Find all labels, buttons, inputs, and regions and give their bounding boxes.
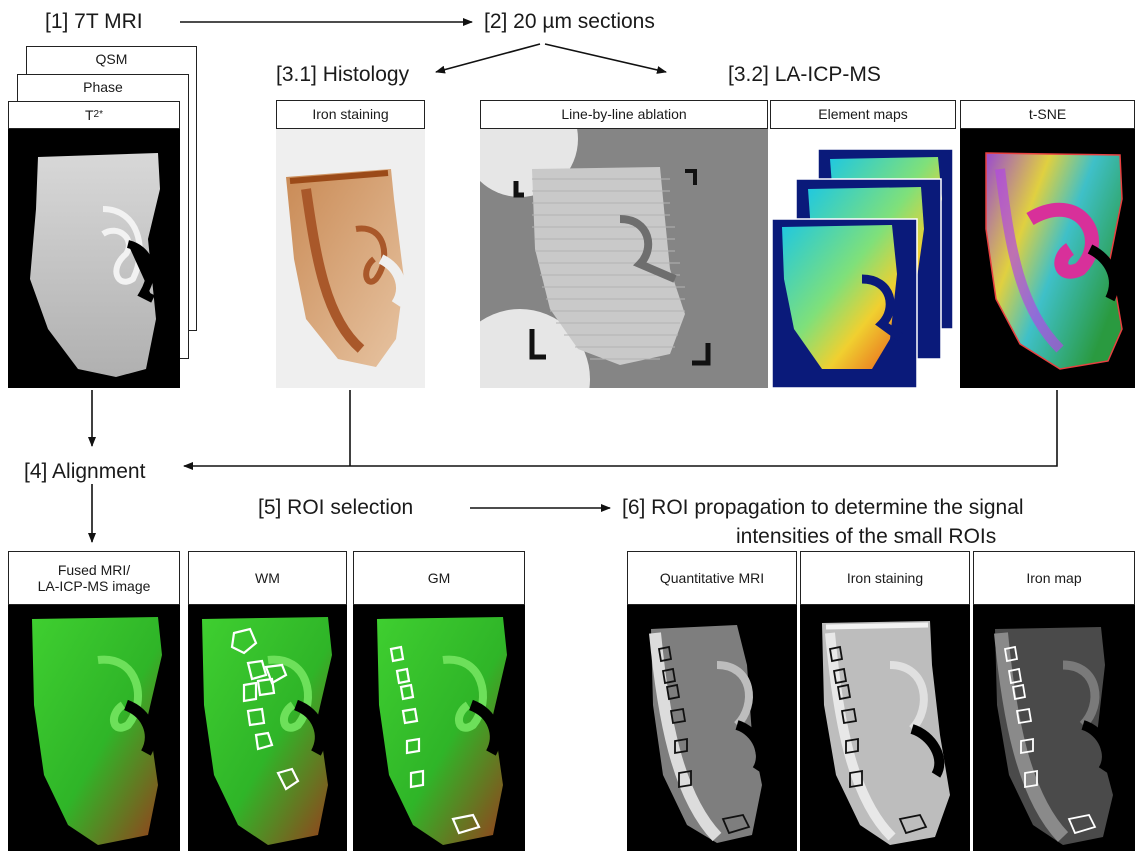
iron-staining-label: Iron staining: [276, 100, 425, 129]
quant-mri-roi-outlines: [657, 645, 751, 835]
step-5-roi-selection: [5] ROI selection: [258, 496, 414, 519]
fused-image: [8, 605, 180, 851]
quant-mri-label: Quantitative MRI: [627, 551, 797, 605]
fused-label: Fused MRI/LA-ICP-MS image: [8, 551, 180, 605]
gm-label: GM: [353, 551, 525, 605]
wm-image: [188, 605, 347, 851]
iron-staining-2-roi-outlines: [828, 645, 928, 835]
quant-mri-image: [627, 605, 797, 851]
iron-map-label: Iron map: [973, 551, 1135, 605]
fused-label-line1: Fused MRI/: [57, 561, 131, 578]
t2star-subscript: 2: [93, 109, 100, 121]
gm-roi-outlines: [389, 645, 481, 835]
step-1-7t-mri: [1] 7T MRI: [45, 10, 143, 33]
t2star-image: [8, 129, 180, 388]
step-6-roi-propagation-line2: intensities of the small ROIs: [736, 525, 997, 548]
iron-staining-2-image: [800, 605, 970, 851]
qsm-label: QSM: [95, 51, 128, 67]
arrow-sections-to-laicpms: [544, 43, 667, 74]
step-4-alignment: [4] Alignment: [24, 460, 146, 483]
step-2-sections: [2] 20 µm sections: [484, 10, 655, 33]
element-maps-label: Element maps: [770, 100, 956, 129]
line-ablation-image: [480, 129, 768, 388]
t2star-superscript: *: [99, 109, 104, 121]
t2star-label: T 2 *: [8, 101, 180, 129]
iron-staining-image: [276, 129, 425, 388]
iron-staining-2-label: Iron staining: [800, 551, 970, 605]
phase-label: Phase: [83, 79, 123, 95]
iron-map-image: [973, 605, 1135, 851]
step-3-1-histology: [3.1] Histology: [276, 63, 410, 86]
step-6-roi-propagation-line1: [6] ROI propagation to determine the sig…: [622, 496, 1024, 519]
element-maps-image: [770, 129, 956, 388]
fused-label-line2: LA-ICP-MS image: [37, 578, 151, 594]
wm-label: WM: [188, 551, 347, 605]
wm-roi-outlines: [230, 627, 300, 791]
arrow-sections-to-histology: [435, 43, 541, 74]
tsne-image: [960, 129, 1135, 388]
t2star-text: T: [84, 106, 94, 123]
iron-map-roi-outlines: [1003, 645, 1097, 835]
line-ablation-label: Line-by-line ablation: [480, 100, 768, 129]
gm-image: [353, 605, 525, 851]
arrow-tsne-to-alignment: [183, 390, 1058, 470]
tsne-label: t-SNE: [960, 100, 1135, 129]
step-3-2-la-icp-ms: [3.2] LA-ICP-MS: [728, 63, 881, 86]
